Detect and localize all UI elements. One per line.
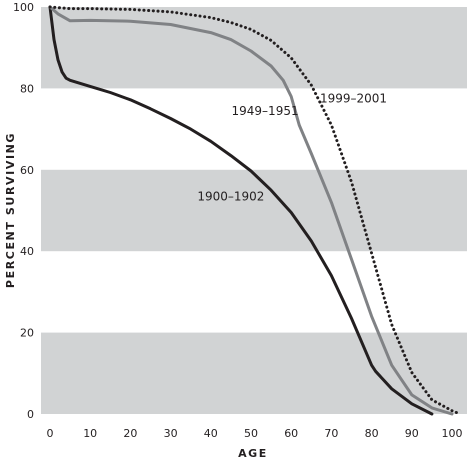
x-axis-ticks: 0 10 20 30 40 50 60 70 80 90 100 <box>47 427 463 440</box>
y-tick-label: 0 <box>27 408 34 421</box>
y-tick-label: 80 <box>20 82 34 95</box>
y-axis-ticks: 0 20 40 60 80 100 <box>13 1 34 421</box>
grid-band-1 <box>41 169 467 252</box>
series-annotation-2: 1999–2001 <box>320 92 387 106</box>
series-annotation-0: 1900–1902 <box>197 189 264 203</box>
series-lines <box>48 5 462 416</box>
series-line-2 <box>48 5 462 416</box>
background-bands <box>41 7 467 414</box>
grid-band-0 <box>41 332 467 414</box>
x-tick-label: 80 <box>365 427 379 440</box>
x-axis-label: AGE <box>238 447 268 460</box>
x-tick-label: 90 <box>405 427 419 440</box>
series-line-1 <box>48 5 454 416</box>
y-tick-label: 40 <box>20 245 34 258</box>
x-tick-label: 100 <box>442 427 463 440</box>
x-tick-label: 50 <box>244 427 258 440</box>
series-line-0 <box>48 5 434 416</box>
y-axis-label: PERCENT SURVIVING <box>4 132 17 288</box>
y-tick-label: 60 <box>20 164 34 177</box>
series-annotations: 1900–1902 1949–1951 1999–2001 <box>197 92 387 204</box>
y-tick-label: 100 <box>13 1 34 14</box>
x-tick-label: 30 <box>164 427 178 440</box>
x-tick-label: 70 <box>324 427 338 440</box>
series-annotation-1: 1949–1951 <box>232 104 299 118</box>
x-tick-label: 20 <box>123 427 137 440</box>
y-tick-label: 20 <box>20 327 34 340</box>
x-tick-label: 60 <box>284 427 298 440</box>
x-tick-label: 0 <box>47 427 54 440</box>
x-tick-label: 40 <box>204 427 218 440</box>
x-tick-label: 10 <box>83 427 97 440</box>
